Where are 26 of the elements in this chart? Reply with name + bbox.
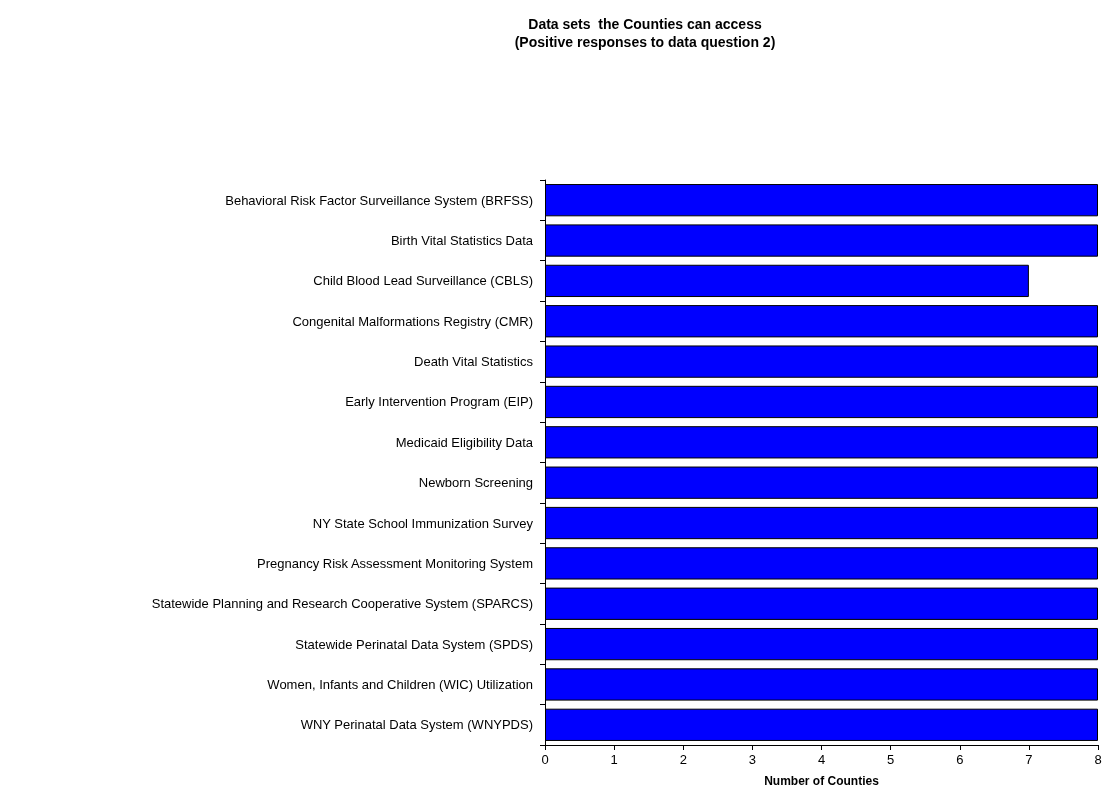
y-tick-label: Behavioral Risk Factor Surveillance System (BRFSS): [225, 192, 533, 208]
x-tick-label: 0: [541, 752, 549, 767]
y-tick-label: WNY Perinatal Data System (WNYPDS): [300, 717, 533, 733]
chart-subtitle: (Positive responses to data question 2): [514, 34, 776, 50]
x-tick-label: 4: [817, 752, 826, 767]
x-tick-label: 3: [748, 752, 756, 767]
y-tick-label: Newborn Screening: [418, 475, 533, 491]
y-tick-label: Statewide Planning and Research Cooperative System (SPARCS): [151, 596, 533, 612]
y-tick-label: Women, Infants and Children (WIC) Utilization: [267, 676, 533, 692]
chart-title: Data sets the Counties can access: [528, 16, 762, 32]
y-tick-label: NY State School Immunization Survey: [312, 515, 534, 531]
y-tick-label: Early Intervention Program (EIP): [345, 394, 533, 410]
x-tick-label: 1: [610, 752, 618, 767]
y-tick-label: Congenital Malformations Registry (CMR): [292, 313, 533, 329]
x-axis-title: Number of Counties: [764, 774, 880, 788]
y-tick-label: Birth Vital Statistics Data: [390, 233, 534, 249]
x-tick-label: 7: [1025, 752, 1033, 767]
y-tick-label: Death Vital Statistics: [414, 354, 534, 370]
x-tick-label: 8: [1094, 752, 1102, 767]
x-tick-label: 2: [679, 752, 687, 767]
x-tick-label: 6: [956, 752, 964, 767]
x-tick-label: 5: [887, 752, 895, 767]
y-tick-label: Statewide Perinatal Data System (SPDS): [295, 636, 533, 652]
y-tick-label: Pregnancy Risk Assessment Monitoring System: [257, 555, 533, 571]
y-tick-label: Child Blood Lead Surveillance (CBLS): [313, 273, 533, 289]
y-tick-label: Medicaid Eligibility Data: [395, 434, 534, 450]
